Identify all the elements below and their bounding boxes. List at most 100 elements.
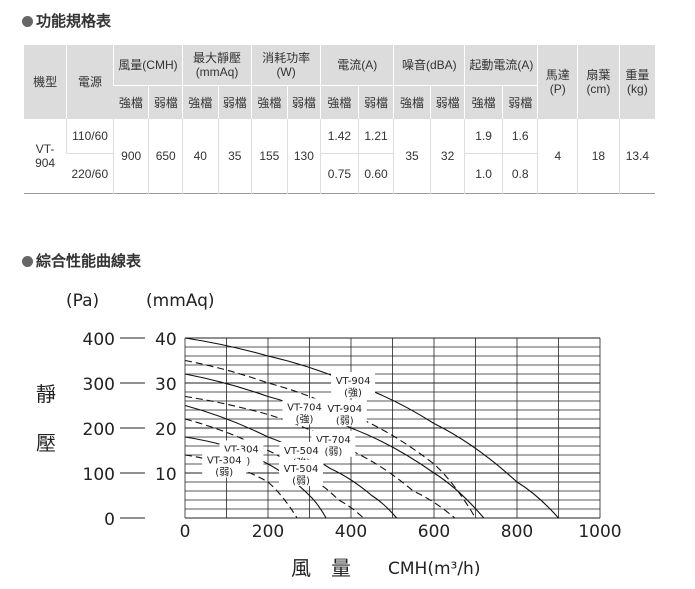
header-weak: 弱檔 — [148, 85, 183, 119]
series-label-bg — [278, 459, 323, 486]
header-weak: 弱檔 — [357, 85, 394, 119]
blade-label: 扇葉 — [586, 68, 611, 82]
header-strong: 強檔 — [464, 85, 503, 119]
cell-motor: 4 — [537, 119, 578, 194]
series-label-bg — [331, 372, 376, 399]
bullet-dot-icon — [22, 256, 33, 267]
power-consumption-label: 消耗功率 — [262, 51, 311, 65]
header-weak: 弱檔 — [286, 85, 321, 119]
x-tick-label: 400 — [335, 522, 367, 542]
y-tick-pa: 0 — [104, 510, 115, 530]
chart-labels: VT-904(強)VT-904(弱)VT-704(強)VT-704(弱)VT-3… — [202, 372, 376, 487]
header-power-consumption: 消耗功率 (W) — [251, 45, 321, 86]
cell-current-2-strong: 0.75 — [320, 153, 359, 194]
curve-vt-904-1 — [184, 359, 476, 519]
spec-title-text: 功能規格表 — [36, 12, 112, 30]
series-label-bg — [282, 398, 327, 425]
series-label-name: VT-704 — [287, 402, 322, 413]
x-axis-unit: CMH(m³/h) — [388, 559, 480, 579]
series-label-bg — [322, 400, 367, 427]
chart-grid — [184, 337, 601, 519]
motor-label: 馬達 — [545, 68, 570, 82]
series-label-mode: (弱) — [336, 415, 354, 427]
y-tick-pa: 300 — [83, 375, 115, 395]
series-label-mode: (弱) — [292, 475, 310, 487]
header-weak: 弱檔 — [501, 85, 538, 119]
cell-model: VT- 904 — [24, 119, 67, 194]
cell-noise-strong: 35 — [393, 119, 431, 194]
curve-vt-904-0 — [184, 337, 559, 519]
series-label-name: VT-504 — [284, 464, 319, 475]
cell-start-2-weak: 0.8 — [501, 153, 538, 194]
y-tick-mmaq: 10 — [155, 465, 177, 485]
series-label-mode: (弱) — [215, 467, 233, 479]
series-label-name: VT-304 — [207, 456, 242, 467]
y-tick-mmaq: 40 — [155, 330, 177, 350]
header-strong: 強檔 — [320, 85, 359, 119]
cell-static-weak: 35 — [217, 119, 252, 194]
y-tick-mmaq: 20 — [155, 420, 177, 440]
cell-power-2: 220/60 — [66, 153, 114, 194]
cell-start-1-weak: 1.6 — [501, 119, 538, 154]
curve-section-title: 綜合性能曲線表 — [22, 250, 141, 271]
series-label-mode: (弱) — [324, 446, 342, 458]
curve-vt-504-6 — [184, 404, 398, 519]
cell-current-2-weak: 0.60 — [357, 153, 394, 194]
curve-vt-304-4 — [184, 436, 327, 519]
y-tick-pa: 100 — [83, 465, 115, 485]
blade-unit: (cm) — [586, 82, 611, 96]
bullet-dot-icon — [22, 16, 33, 27]
y-unit-pa: (Pa) — [66, 291, 99, 311]
series-label-mode: (強) — [296, 412, 314, 425]
cell-start-1-strong: 1.9 — [464, 119, 503, 154]
series-label-name: VT-904 — [336, 376, 371, 387]
series-label-bg — [202, 451, 247, 478]
weight-label: 重量 — [625, 68, 650, 82]
header-noise: 噪音(dBA) — [393, 45, 465, 86]
cell-start-2-strong: 1.0 — [464, 153, 503, 194]
header-strong: 強檔 — [113, 85, 149, 119]
header-model: 機型 — [24, 45, 67, 119]
header-weak: 弱檔 — [429, 85, 465, 119]
max-static-label: 最大靜壓 — [193, 51, 242, 65]
max-static-unit: (mmAq) — [195, 65, 239, 79]
x-tick-label: 800 — [501, 522, 533, 542]
y-tick-pa: 400 — [83, 330, 115, 350]
cell-blade: 18 — [577, 119, 620, 194]
x-tick-label: 0 — [180, 522, 191, 542]
cell-watt-weak: 130 — [286, 119, 321, 194]
header-current: 電流(A) — [320, 45, 394, 86]
x-tick-label: 1000 — [578, 522, 621, 542]
header-strong: 強檔 — [181, 85, 219, 119]
spec-section-title: 功能規格表 — [22, 10, 111, 31]
series-label-mode: (強) — [344, 386, 362, 399]
cell-power-1: 110/60 — [66, 119, 114, 154]
y-axis-label-char: 靜 — [36, 382, 56, 406]
cell-noise-weak: 32 — [429, 119, 465, 194]
cell-current-1-weak: 1.21 — [357, 119, 394, 154]
curve-vt-704-2 — [184, 373, 485, 519]
header-strong: 強檔 — [251, 85, 288, 119]
series-label-name: VT-304 — [224, 444, 259, 455]
spec-table: 機型 電源 風量(CMH) 最大靜壓 (mmAq) 消耗功率 (W) 電流(A) 噪… — [24, 45, 655, 194]
y-axis-label-char: 壓 — [36, 431, 56, 455]
motor-unit: (P) — [549, 82, 566, 96]
header-blade: 扇葉 (cm) — [577, 45, 620, 119]
cell-watt-strong: 155 — [251, 119, 288, 194]
header-max-static: 最大靜壓 (mmAq) — [181, 45, 252, 86]
cell-airflow-strong: 900 — [112, 119, 149, 194]
header-weak: 弱檔 — [217, 85, 252, 119]
cell-weight: 13.4 — [618, 119, 655, 194]
series-label-name: VT-704 — [316, 435, 351, 446]
y-tick-mmaq: 30 — [155, 375, 177, 395]
y-unit-mmaq: (mmAq) — [146, 291, 215, 311]
header-airflow: 風量(CMH) — [112, 45, 183, 86]
weight-unit: (kg) — [627, 82, 648, 96]
header-strong: 強檔 — [393, 85, 431, 119]
series-label-name: VT-904 — [327, 404, 362, 415]
header-starting-current: 起動電流(A) — [464, 45, 538, 86]
cell-current-1-strong: 1.42 — [320, 119, 359, 154]
cell-airflow-weak: 650 — [148, 119, 183, 194]
